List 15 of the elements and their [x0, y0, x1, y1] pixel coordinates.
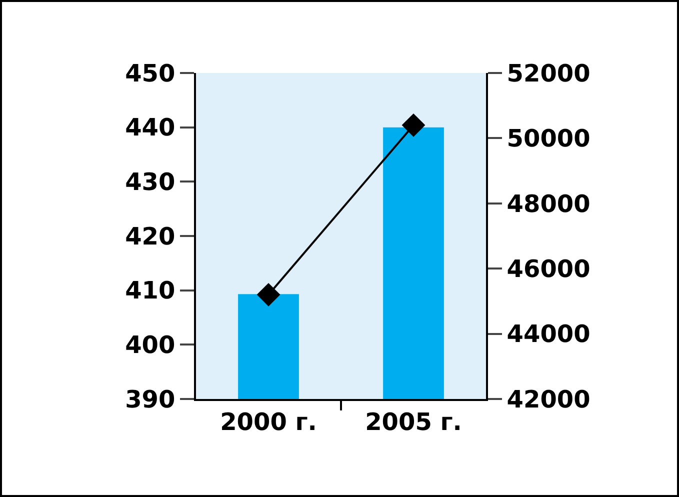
y-tick-label: 420 — [125, 222, 176, 250]
y2-tick-label: 42000 — [506, 385, 590, 414]
y2-tick-label: 48000 — [506, 190, 590, 218]
y-tick-label: 430 — [125, 168, 176, 196]
x-tick-label: 2005 г. — [365, 408, 462, 436]
y-tick-label: 440 — [125, 114, 176, 142]
y-tick-label: 410 — [125, 276, 176, 305]
x-tick-label: 2000 г. — [220, 408, 317, 436]
y2-tick-label: 50000 — [506, 124, 590, 153]
y-tick-label: 400 — [125, 331, 176, 360]
y2-tick-label: 44000 — [506, 320, 590, 348]
y-tick-label: 450 — [125, 59, 176, 88]
y-tick-label: 390 — [125, 385, 176, 414]
y2-tick-label: 52000 — [506, 59, 590, 88]
y2-tick-label: 46000 — [506, 255, 590, 283]
